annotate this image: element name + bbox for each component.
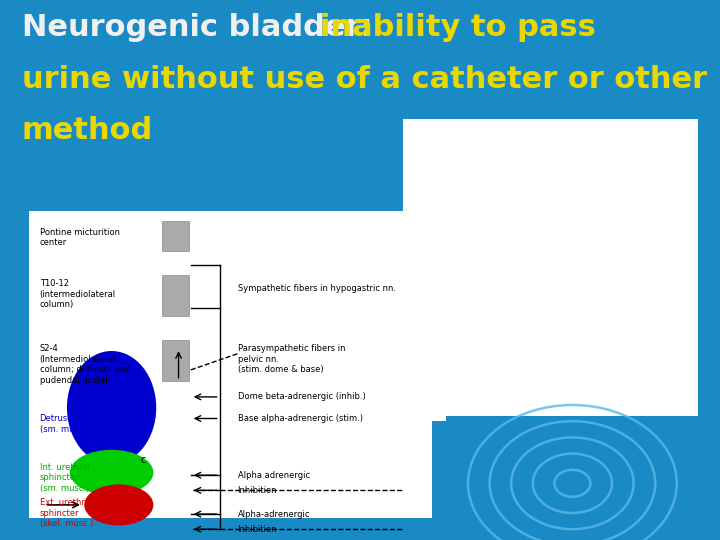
Text: Pontine micturition
center: Pontine micturition center	[40, 228, 120, 247]
Bar	[446, 416, 698, 518]
Text: Alpha-adrenergic: Alpha-adrenergic	[238, 510, 310, 518]
Text: Detrusor
(sm. musc.): Detrusor (sm. musc.)	[40, 414, 89, 434]
Bar	[162, 221, 189, 251]
Text: Neurogenic bladder:: Neurogenic bladder:	[22, 14, 372, 43]
Text: Inhibition: Inhibition	[238, 525, 277, 534]
Bar	[29, 211, 432, 518]
Text: Ext. urethral
sphincter
(skel. musc.): Ext. urethral sphincter (skel. musc.)	[40, 498, 93, 528]
Bar	[162, 340, 189, 381]
Text: Alpha adrenergic: Alpha adrenergic	[238, 471, 310, 480]
Text: urine without use of a catheter or other: urine without use of a catheter or other	[22, 65, 707, 94]
Text: inability to pass: inability to pass	[320, 14, 596, 43]
Bar	[403, 119, 698, 421]
Ellipse shape	[70, 450, 153, 495]
Text: Dome beta-adrenergic (inhib.): Dome beta-adrenergic (inhib.)	[238, 393, 365, 401]
Bar	[162, 275, 189, 316]
Text: T10-12
(intermediolateral
column): T10-12 (intermediolateral column)	[40, 279, 116, 309]
Text: S2-4
(Intermediolateral
column; detrusor and
pudendal nuclei): S2-4 (Intermediolateral column; detrusor…	[40, 345, 130, 384]
Text: c: c	[140, 455, 145, 465]
Text: Inhibition: Inhibition	[238, 486, 277, 495]
Ellipse shape	[84, 484, 153, 525]
Text: Sympathetic fibers in hypogastric nn.: Sympathetic fibers in hypogastric nn.	[238, 285, 395, 293]
Text: Base alpha-adrenergic (stim.): Base alpha-adrenergic (stim.)	[238, 414, 363, 423]
Text: Int. urethral
sphincter
(sm. musc.): Int. urethral sphincter (sm. musc.)	[40, 463, 89, 493]
Ellipse shape	[67, 351, 156, 464]
Text: Parasympathetic fibers in
pelvic nn.
(stim. dome & base): Parasympathetic fibers in pelvic nn. (st…	[238, 344, 345, 374]
Text: method: method	[22, 116, 153, 145]
